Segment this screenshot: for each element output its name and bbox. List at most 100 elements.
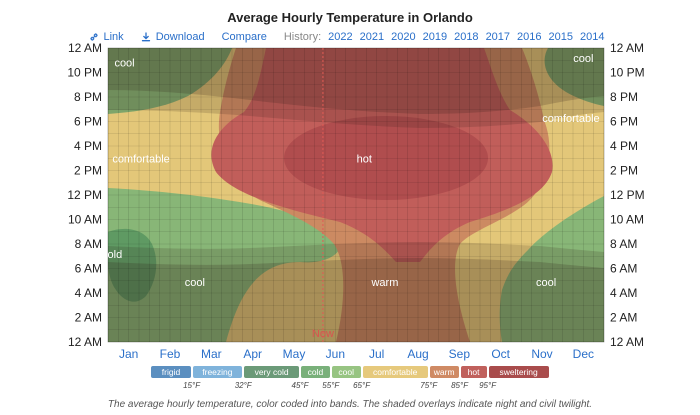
band-label-cool-1: cool — [573, 53, 593, 65]
x-tick-mar[interactable]: Mar — [201, 347, 222, 361]
x-tick-may[interactable]: May — [283, 347, 306, 361]
y-tick-right-11: 10 PM — [610, 66, 645, 80]
night-overlay-bottom — [108, 258, 604, 342]
compare-button[interactable]: Compare — [221, 31, 267, 43]
y-tick-right-3: 6 AM — [610, 262, 637, 276]
temperature-legend: frigid freezing very cold cold cool comfortab… — [0, 366, 700, 396]
year-link-2015[interactable]: 2015 — [548, 31, 574, 43]
legend-item-cool: cool — [331, 366, 361, 378]
y-tick-left-6: 12 PM — [67, 188, 102, 202]
y-tick-left-0: 12 AM — [68, 335, 102, 349]
legend-threshold-2: 45°F — [291, 381, 309, 390]
band-labels: cool cool comfortable comfortable hot cold coo… — [102, 53, 600, 289]
y-tick-left-11: 10 PM — [67, 66, 102, 80]
x-tick-feb[interactable]: Feb — [160, 347, 181, 361]
band-cool-bottom-right — [499, 196, 604, 342]
y-tick-left-10: 8 PM — [74, 90, 102, 104]
download-button[interactable]: Download — [141, 31, 205, 43]
y-tick-right-8: 4 PM — [610, 139, 638, 153]
legend-threshold-1: 32°F — [234, 381, 252, 390]
year-link-2019[interactable]: 2019 — [422, 31, 448, 43]
x-tick-oct[interactable]: Oct — [491, 347, 510, 361]
y-tick-right-4: 8 AM — [610, 237, 637, 251]
chart-caption: The average hourly temperature, color co… — [107, 399, 593, 410]
x-tick-jun[interactable]: Jun — [326, 347, 345, 361]
y-tick-left-3: 6 AM — [75, 262, 102, 276]
band-label-cool-8: cool — [536, 277, 556, 289]
y-tick-right-7: 2 PM — [610, 164, 638, 178]
band-label-comfortable-3: comfortable — [542, 113, 599, 125]
legend-threshold-0: 15°F — [183, 381, 201, 390]
link-button[interactable]: Link — [89, 31, 124, 43]
band-cool-top-right — [544, 48, 604, 106]
y-tick-left-9: 6 PM — [74, 115, 102, 129]
link-icon — [89, 33, 98, 41]
year-link-2021[interactable]: 2021 — [359, 31, 385, 43]
y-tick-left-4: 8 AM — [75, 237, 102, 251]
band-cool-bottom-left — [108, 188, 341, 342]
y-tick-left-2: 4 AM — [75, 286, 102, 300]
y-tick-left-12: 12 AM — [68, 41, 102, 55]
x-tick-sep[interactable]: Sep — [449, 347, 471, 361]
history-label: History: — [283, 31, 322, 43]
legend-item-very-cold: very cold — [244, 366, 299, 378]
y-tick-left-5: 10 AM — [68, 213, 102, 227]
legend-threshold-6: 85°F — [451, 381, 469, 390]
twilight-overlay-top — [108, 90, 604, 128]
y-tick-right-6: 12 PM — [610, 188, 645, 202]
y-tick-right-9: 6 PM — [610, 115, 638, 129]
year-link-2022[interactable]: 2022 — [328, 31, 353, 43]
band-label-warm-7: warm — [370, 277, 398, 289]
x-tick-nov[interactable]: Nov — [531, 347, 552, 361]
y-tick-right-2: 4 AM — [610, 286, 637, 300]
year-link-2017[interactable]: 2017 — [485, 31, 511, 43]
band-label-comfortable-2: comfortable — [112, 153, 169, 165]
legend-item-hot: hot — [460, 366, 487, 378]
x-tick-dec[interactable]: Dec — [573, 347, 594, 361]
legend-threshold-3: 55°F — [322, 381, 340, 390]
chart-toolbar: Link Download Compare History: 2022 2021… — [0, 29, 700, 45]
x-tick-apr[interactable]: Apr — [243, 347, 262, 361]
band-label-cool-6: cool — [185, 277, 205, 289]
y-tick-left-1: 2 AM — [75, 311, 102, 325]
legend-item-freezing: freezing — [192, 366, 243, 378]
year-link-2018[interactable]: 2018 — [454, 31, 479, 43]
x-tick-aug[interactable]: Aug — [407, 347, 428, 361]
y-tick-right-5: 10 AM — [610, 213, 644, 227]
now-label: Now — [312, 328, 334, 340]
now-marker-layer: Now — [312, 48, 334, 342]
heatmap-plot-area — [108, 48, 604, 342]
download-label: Download — [155, 31, 205, 43]
legend-item-frigid: frigid — [151, 366, 191, 378]
legend-item-sweltering: sweltering — [488, 366, 549, 378]
y-tick-right-1: 2 AM — [610, 311, 637, 325]
legend-threshold-7: 95°F — [479, 381, 497, 390]
plot-border — [107, 47, 605, 343]
temperature-heatmap: Now cool cool comfortable comfortable hot col… — [67, 41, 644, 361]
band-label-hot-4: hot — [357, 153, 372, 165]
y-tick-right-10: 8 PM — [610, 90, 638, 104]
legend-item-comfortable: comfortable — [362, 366, 428, 378]
legend-threshold-4: 65°F — [353, 381, 371, 390]
download-icon — [141, 32, 150, 42]
band-cool-top-left — [108, 48, 232, 114]
legend-item-cold: cold — [301, 366, 330, 378]
twilight-overlay-bottom — [108, 242, 604, 268]
x-tick-jul[interactable]: Jul — [369, 347, 384, 361]
y-tick-right-0: 12 AM — [610, 335, 644, 349]
axis-labels: 12 AM 12 AM 2 AM 2 AM 4 AM 4 AM 6 AM 6 AM 8 AM 8 … — [67, 41, 644, 361]
x-tick-jan[interactable]: Jan — [119, 347, 138, 361]
year-link-2016[interactable]: 2016 — [517, 31, 542, 43]
y-tick-right-12: 12 AM — [610, 41, 644, 55]
link-label: Link — [103, 31, 124, 43]
night-overlay-top — [108, 48, 604, 114]
legend-item-warm: warm — [429, 366, 459, 378]
band-hot-core — [284, 116, 488, 200]
y-tick-left-8: 4 PM — [74, 139, 102, 153]
band-cold-bottom-left — [108, 228, 157, 302]
legend-threshold-5: 75°F — [420, 381, 438, 390]
grid-lines — [107, 47, 605, 343]
year-link-2014[interactable]: 2014 — [580, 31, 605, 43]
y-tick-left-7: 2 PM — [74, 164, 102, 178]
year-link-2020[interactable]: 2020 — [391, 31, 416, 43]
